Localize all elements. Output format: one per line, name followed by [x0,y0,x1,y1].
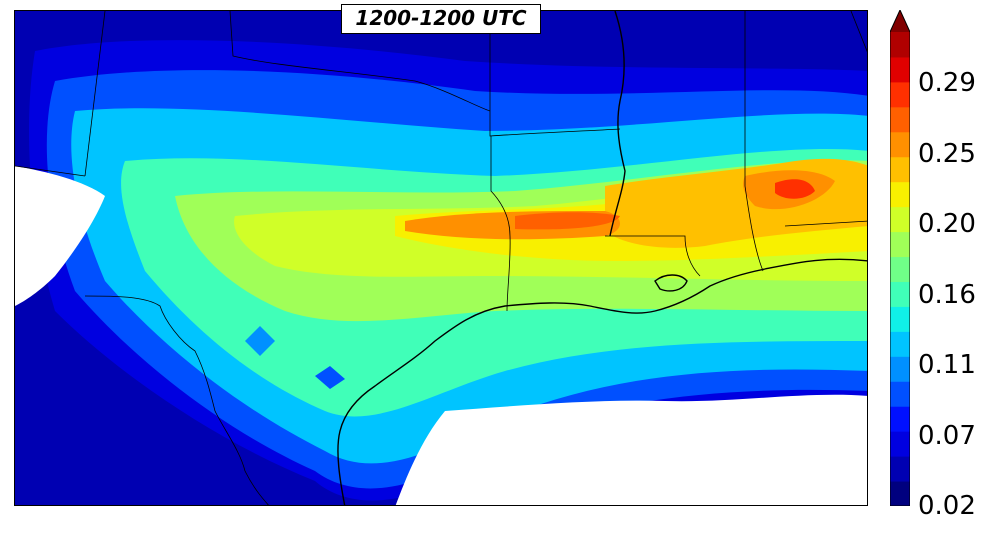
colorbar-level [890,81,910,108]
map-title: 1200-1200 UTC [341,4,541,34]
colorbar-level [890,106,910,133]
coastline [337,11,867,505]
colorbar-tick-0.02: 0.02 [918,491,976,521]
colorbar-tick-0.16: 0.16 [918,280,976,310]
colorbar-tick-0.07: 0.07 [918,421,976,451]
colorbar-tick-0.11: 0.11 [918,350,976,380]
blank-area-west [15,166,105,306]
colorbar-level [890,331,910,357]
colorbar-extend-arrow [890,10,910,32]
colorbar-level [890,306,910,332]
colorbar [890,10,910,506]
colorbar-level [890,56,910,83]
colorbar-tick-0.20: 0.20 [918,209,976,239]
colorbar-level [890,231,910,258]
contour-spot [315,366,345,389]
colorbar-level [890,481,910,506]
colorbar-level [890,256,910,282]
colorbar-level [890,156,910,183]
colorbar-level [890,456,910,482]
colorbar-levels [890,10,910,506]
colorbar-level [890,406,910,432]
map-panel [14,10,868,506]
colorbar-level [890,381,910,407]
colorbar-level [890,131,910,158]
precipitation-contour-map [15,11,867,505]
colorbar-level [890,356,910,382]
colorbar-tick-0.29: 0.29 [918,68,976,98]
gulf-of-mexico [395,394,867,505]
contour-level-17 [775,179,815,199]
colorbar-level [890,431,910,457]
colorbar-level [890,206,910,233]
colorbar-level [890,181,910,208]
colorbar-level [890,281,910,307]
colorbar-level [890,32,910,58]
contour-level-16 [515,212,620,230]
state-borders [15,11,867,505]
colorbar-outline [890,10,910,506]
contour-spot [245,326,275,356]
colorbar-tick-0.25: 0.25 [918,139,976,169]
